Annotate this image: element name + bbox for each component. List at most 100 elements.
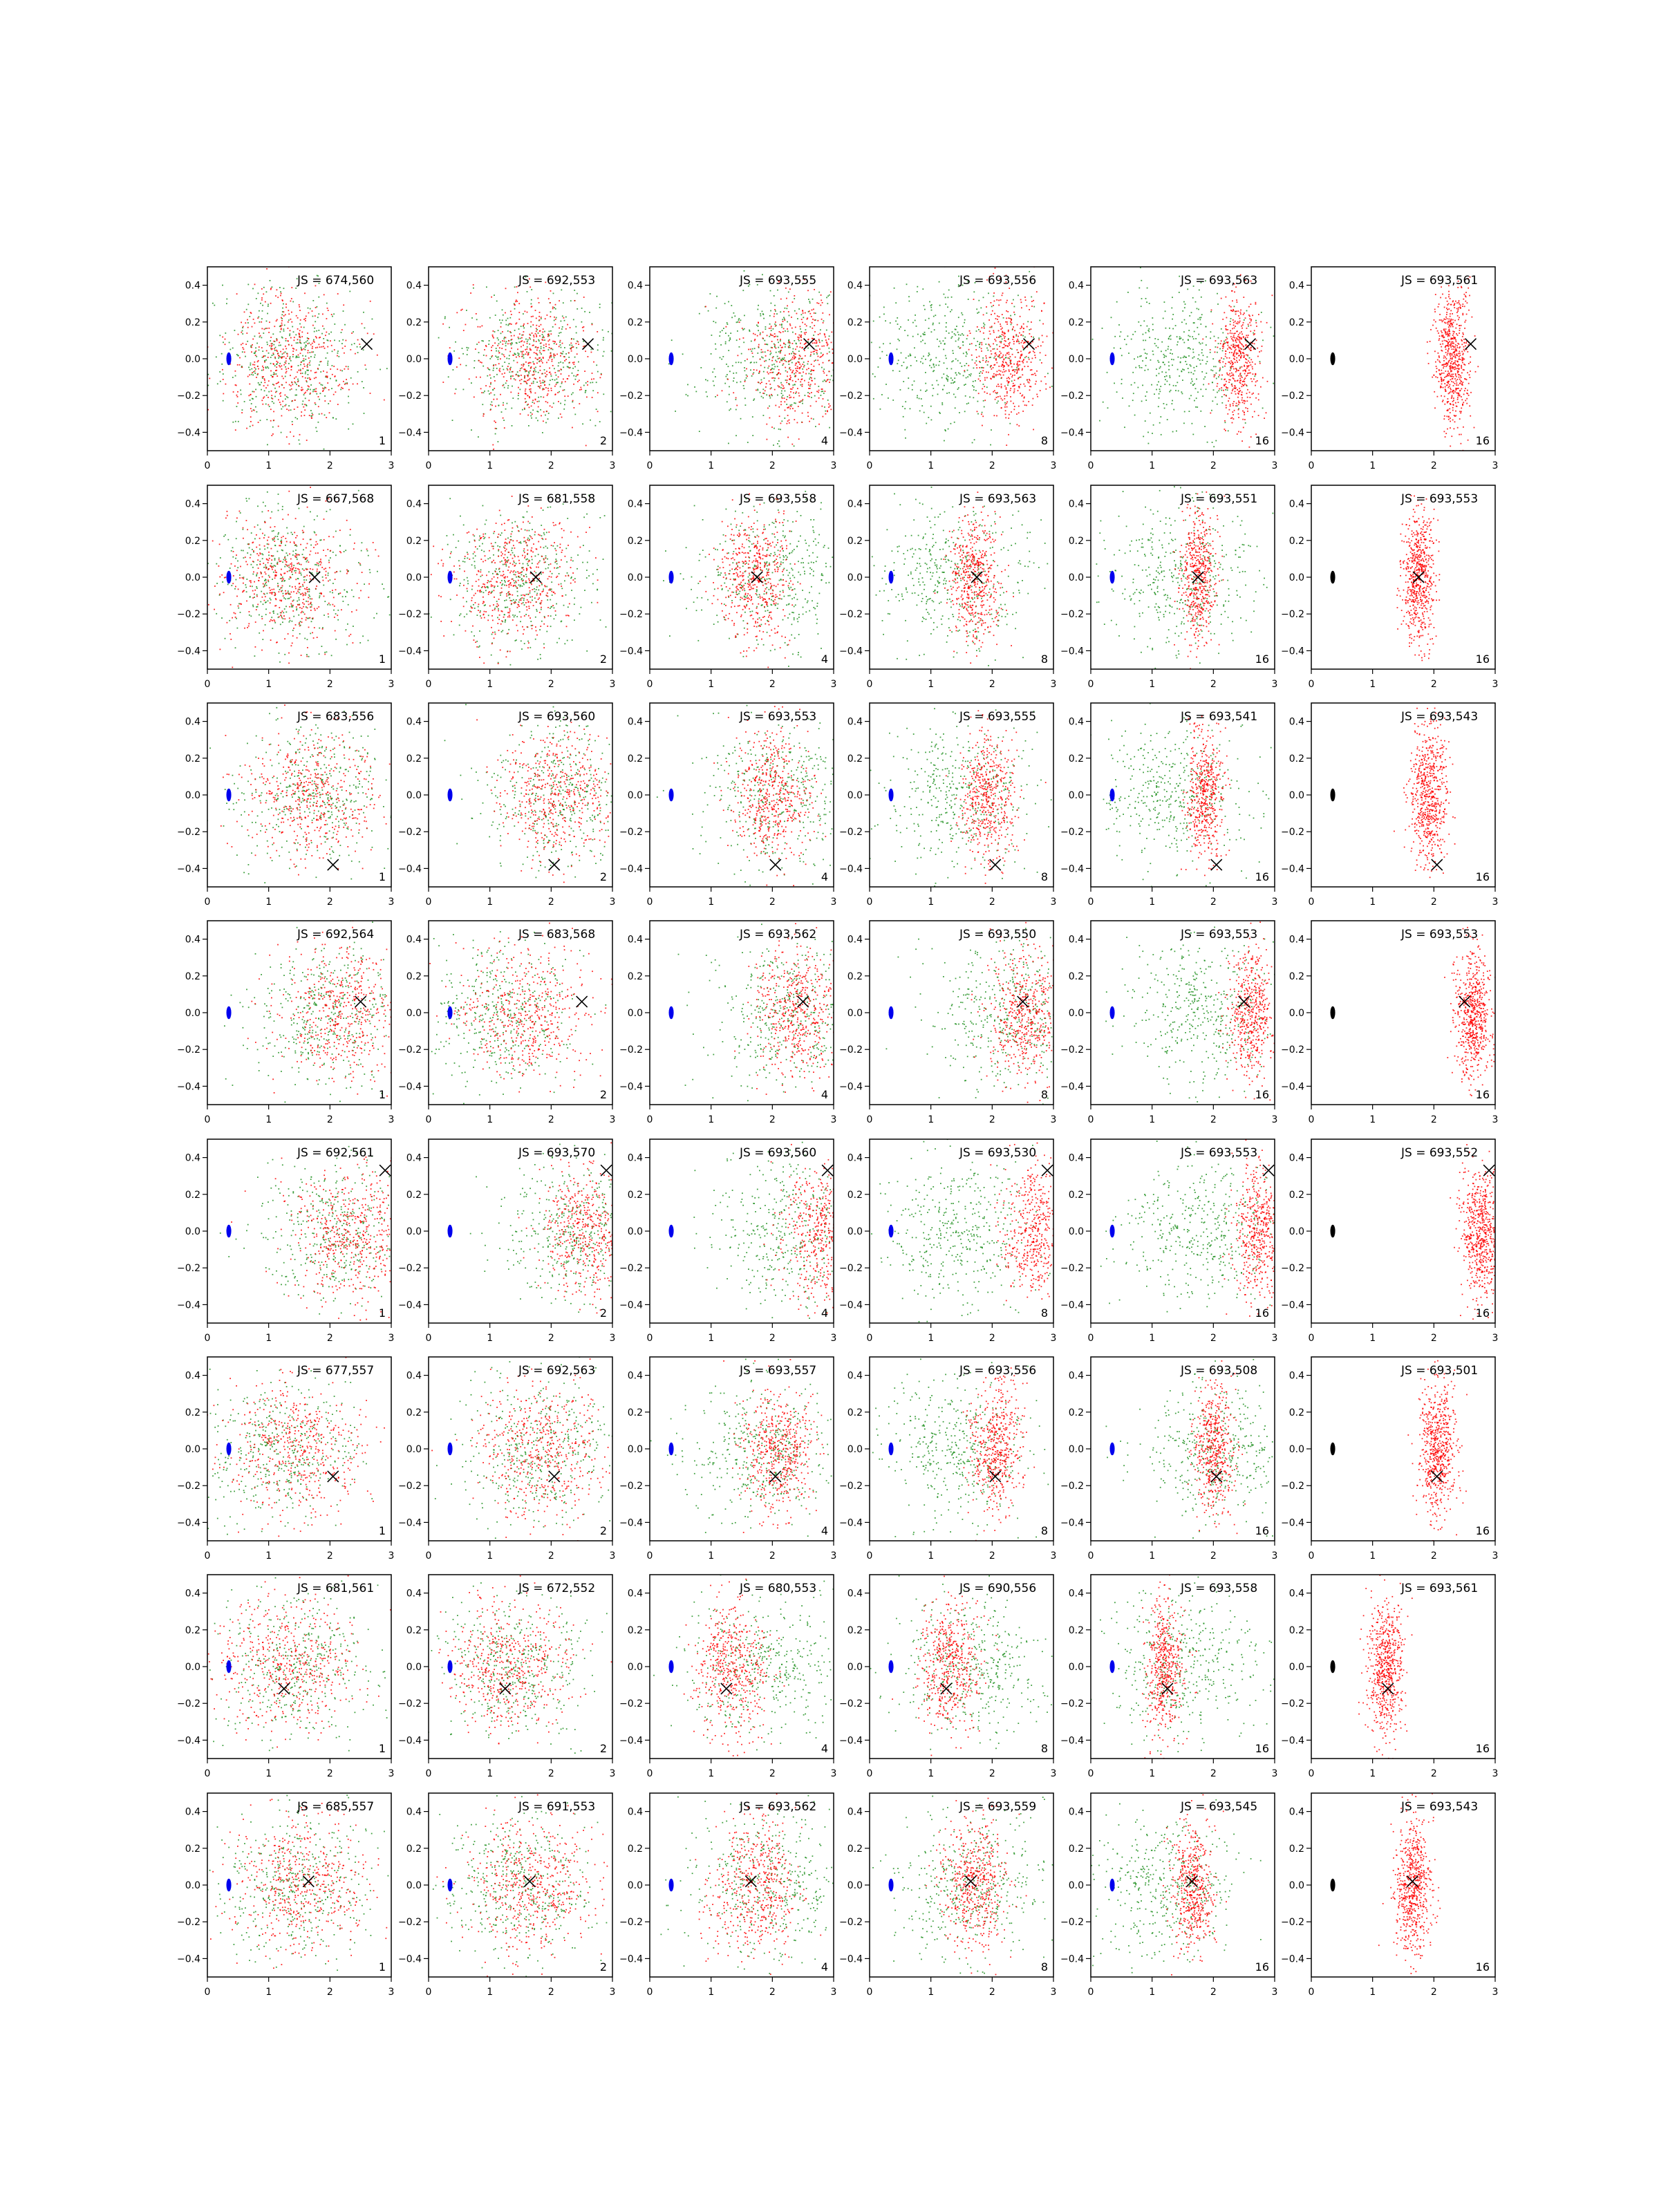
green-point	[947, 380, 948, 382]
green-point	[304, 348, 306, 350]
green-point	[1138, 366, 1141, 368]
green-point	[943, 293, 945, 295]
green-point	[296, 384, 297, 386]
red-point	[1452, 324, 1453, 326]
red-point	[1020, 350, 1022, 353]
green-point	[560, 346, 562, 348]
red-point	[1005, 354, 1006, 356]
green-point	[241, 409, 243, 411]
red-point	[1239, 311, 1241, 313]
green-point	[977, 413, 979, 415]
green-point	[1170, 353, 1171, 354]
red-point	[1242, 370, 1244, 372]
red-point	[1442, 386, 1444, 388]
red-point	[576, 374, 578, 376]
green-point	[1116, 462, 1118, 463]
red-point	[981, 413, 982, 415]
red-point	[500, 326, 502, 328]
green-point	[729, 339, 730, 341]
red-point	[991, 314, 992, 315]
red-point	[982, 314, 984, 316]
red-point	[1234, 291, 1235, 293]
green-point	[265, 328, 267, 330]
red-point	[265, 350, 268, 352]
red-point	[529, 349, 531, 350]
green-point	[284, 362, 286, 364]
red-point	[1022, 362, 1024, 364]
green-point	[249, 400, 251, 401]
green-point	[1205, 363, 1207, 365]
red-point	[327, 310, 329, 311]
green-point	[955, 358, 957, 360]
red-point	[277, 362, 279, 364]
red-point	[744, 381, 746, 382]
red-point	[1232, 375, 1235, 377]
red-point	[554, 372, 556, 373]
green-point	[792, 384, 794, 386]
green-point	[807, 392, 809, 393]
red-point	[993, 292, 995, 294]
green-point	[1185, 323, 1187, 325]
red-point	[1246, 362, 1248, 364]
green-point	[270, 340, 272, 341]
red-point	[599, 377, 601, 379]
red-point	[308, 415, 310, 416]
red-point	[543, 344, 545, 346]
green-point	[946, 378, 948, 380]
red-point	[1440, 297, 1441, 299]
green-point	[514, 353, 516, 355]
red-point	[291, 381, 292, 383]
green-point	[959, 373, 961, 375]
red-point	[782, 388, 784, 389]
red-point	[811, 337, 813, 339]
red-point	[1025, 355, 1027, 357]
green-point	[1154, 393, 1155, 395]
red-point	[1040, 345, 1042, 347]
green-point	[335, 380, 337, 382]
red-point	[1226, 372, 1228, 374]
red-point	[268, 327, 270, 329]
green-point	[1240, 375, 1242, 377]
x-tick-label: 0	[426, 460, 432, 471]
red-point	[1246, 337, 1248, 338]
green-point	[558, 418, 559, 419]
red-point	[1242, 410, 1244, 412]
red-point	[1255, 433, 1257, 435]
green-point	[533, 340, 535, 342]
green-point	[951, 361, 953, 363]
red-point	[973, 299, 975, 300]
green-point	[1205, 344, 1207, 346]
green-point	[771, 364, 774, 366]
red-point	[1468, 287, 1470, 289]
red-point	[529, 385, 531, 386]
red-point	[1021, 395, 1023, 397]
red-point	[1011, 376, 1013, 378]
green-point	[1225, 388, 1227, 391]
green-point	[289, 389, 291, 391]
green-point	[1202, 395, 1204, 397]
red-point	[1459, 330, 1461, 331]
green-point	[1163, 353, 1165, 355]
green-point	[362, 349, 364, 351]
red-point	[1235, 322, 1237, 324]
green-point	[809, 377, 812, 378]
green-point	[1211, 409, 1212, 411]
green-point	[823, 460, 825, 462]
red-point	[1260, 321, 1262, 323]
red-point	[758, 344, 760, 346]
red-point	[774, 313, 776, 315]
red-point	[1219, 359, 1221, 362]
red-point	[1237, 379, 1239, 382]
green-point	[1163, 357, 1165, 358]
red-point	[490, 392, 492, 394]
red-point	[787, 436, 789, 438]
red-point	[285, 382, 287, 384]
red-point	[299, 337, 301, 339]
red-point	[225, 383, 227, 385]
green-point	[761, 356, 762, 358]
red-point	[1011, 303, 1013, 304]
red-point	[261, 288, 263, 290]
green-point	[774, 346, 776, 348]
red-point	[788, 406, 790, 408]
red-point	[482, 415, 485, 417]
